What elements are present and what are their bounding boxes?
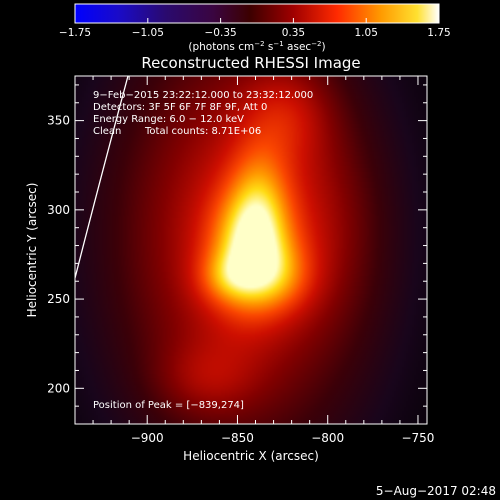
detectors-annotation: Detectors: 3F 5F 6F 7F 8F 9F, Att 0 bbox=[93, 102, 267, 113]
x-tick-label: −800 bbox=[311, 431, 344, 445]
energy-range-annotation: Energy Range: 6.0 − 12.0 keV bbox=[93, 114, 244, 125]
x-axis-label: Heliocentric X (arcsec) bbox=[183, 449, 319, 463]
solar-limb bbox=[75, 76, 129, 279]
y-tick-label: 300 bbox=[47, 203, 70, 217]
colorbar-tick-label: 1.05 bbox=[355, 27, 378, 39]
x-tick-label: −900 bbox=[131, 431, 164, 445]
colorbar-tick-label: −0.35 bbox=[205, 27, 237, 39]
y-tick-label: 200 bbox=[47, 381, 70, 395]
colorbar-tick-label: −1.75 bbox=[59, 27, 91, 39]
method-annotation: Clean bbox=[93, 126, 121, 137]
plot-area bbox=[75, 76, 427, 424]
colorbar-tick-label: 0.35 bbox=[282, 27, 305, 39]
chart-title: Reconstructed RHESSI Image bbox=[141, 54, 360, 72]
colorbar-ticks: −1.75 −1.05 −0.35 0.35 1.05 1.75 bbox=[59, 18, 451, 39]
y-axis-label: Heliocentric Y (arcsec) bbox=[25, 183, 39, 318]
heatmap-image bbox=[75, 76, 427, 424]
colorbar-tick-label: 1.75 bbox=[427, 27, 450, 39]
colorbar bbox=[74, 3, 440, 24]
colorbar-units: (photons cm−2 s−1 asec−2) bbox=[188, 40, 325, 53]
footer-date: 5−Aug−2017 02:48 bbox=[376, 484, 496, 498]
y-axis-ticks: 200 250 300 350 bbox=[47, 84, 427, 407]
y-tick-label: 250 bbox=[47, 292, 70, 306]
x-tick-label: −750 bbox=[401, 431, 434, 445]
total-counts-annotation: Total counts: 8.71E+06 bbox=[144, 126, 261, 137]
time-range-annotation: 9−Feb−2015 23:22:12.000 to 23:32:12.000 bbox=[93, 90, 313, 101]
colorbar-tick-label: −1.05 bbox=[132, 27, 164, 39]
peak-position-annotation: Position of Peak = [−839,274] bbox=[93, 400, 244, 411]
x-tick-label: −850 bbox=[221, 431, 254, 445]
x-axis-ticks: −900 −850 −800 −750 bbox=[92, 76, 434, 445]
y-tick-label: 350 bbox=[47, 114, 70, 128]
plot-frame bbox=[74, 75, 428, 425]
